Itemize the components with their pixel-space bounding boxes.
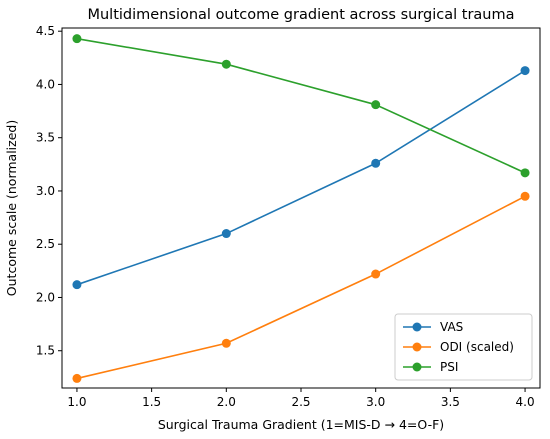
data-point [72, 373, 82, 383]
x-tick-label: 1.5 [142, 395, 161, 409]
x-tick-label: 4.0 [516, 395, 535, 409]
y-tick-label: 3.0 [36, 184, 55, 198]
data-point [371, 269, 381, 279]
y-tick-label: 3.5 [36, 131, 55, 145]
series-line [76, 69, 526, 286]
y-axis-label: Outcome scale (normalized) [4, 120, 19, 296]
x-tick-label: 1.0 [67, 395, 86, 409]
chart-title: Multidimensional outcome gradient across… [87, 7, 514, 23]
data-point [221, 338, 231, 348]
legend: VAS ODI (scaled) PSI [394, 313, 533, 381]
legend-item: VAS [403, 320, 463, 334]
legend-marker [412, 322, 422, 332]
x-axis-ticks: 1.0 1.5 2.0 2.5 3.0 3.5 4.0 [67, 388, 535, 409]
x-tick-label: 2.0 [217, 395, 236, 409]
data-point [72, 34, 82, 44]
legend-label: PSI [440, 360, 458, 374]
y-tick-label: 4.5 [36, 24, 55, 38]
legend-item: ODI (scaled) [403, 340, 514, 354]
y-tick-label: 4.0 [36, 77, 55, 91]
data-point [371, 158, 381, 168]
y-tick-label: 2.5 [36, 237, 55, 251]
series-1 [72, 191, 530, 383]
legend-marker [412, 362, 422, 372]
x-axis-label: Surgical Trauma Gradient (1=MIS-D → 4=O-… [158, 417, 444, 432]
y-tick-label: 2.0 [36, 290, 55, 304]
legend-label: ODI (scaled) [440, 340, 514, 354]
x-tick-label: 3.5 [441, 395, 460, 409]
x-tick-label: 3.0 [366, 395, 385, 409]
data-point [520, 168, 530, 178]
legend-box [394, 313, 533, 381]
legend-item: PSI [403, 360, 458, 374]
legend-marker [412, 342, 422, 352]
data-point [221, 59, 231, 69]
series-2 [72, 34, 530, 178]
y-axis-ticks: 1.5 2.0 2.5 3.0 3.5 4.0 4.5 [36, 24, 62, 358]
data-point [221, 229, 231, 239]
legend-label: VAS [440, 320, 463, 334]
y-tick-label: 1.5 [36, 344, 55, 358]
series-line [76, 37, 526, 174]
series-layer [72, 34, 530, 383]
series-0 [72, 66, 530, 290]
data-point [371, 100, 381, 110]
data-point [72, 280, 82, 290]
series-line [76, 195, 526, 380]
data-point [520, 66, 530, 76]
x-tick-label: 2.5 [291, 395, 310, 409]
data-point [520, 191, 530, 201]
